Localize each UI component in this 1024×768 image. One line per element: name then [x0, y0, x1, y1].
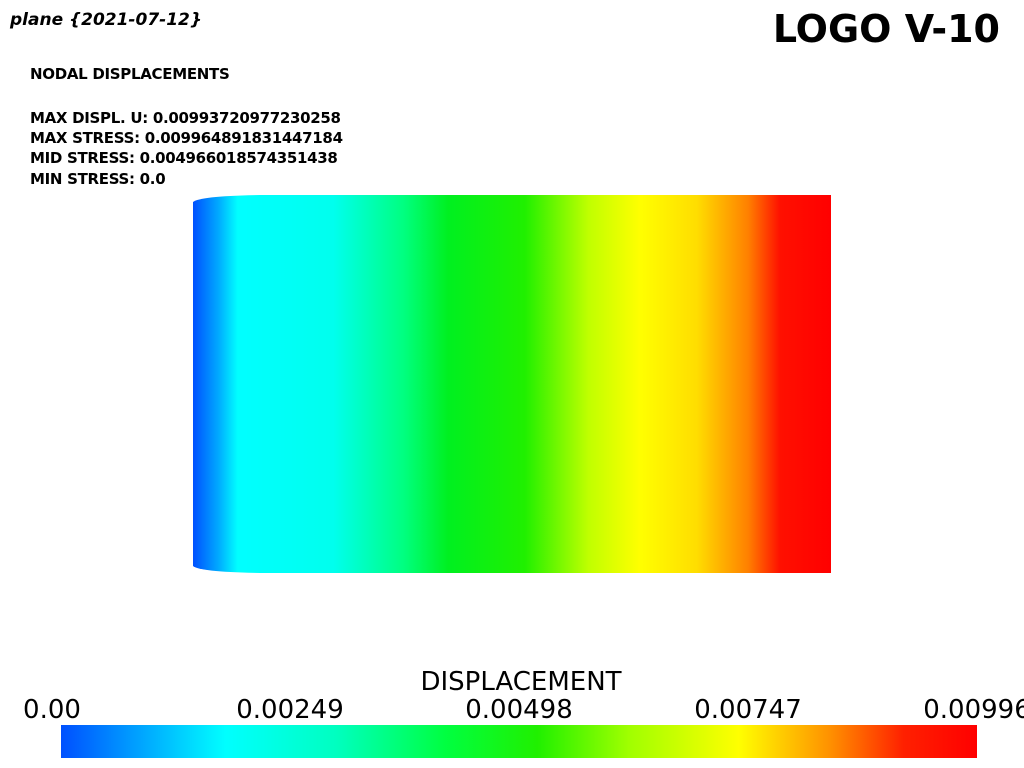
info-line: MAX DISPL. U: 0.00993720977230258	[30, 109, 341, 127]
colorbar-title: DISPLACEMENT	[420, 667, 621, 697]
colorbar	[61, 725, 977, 758]
colorbar-tick-label: 0.00	[23, 695, 81, 725]
info-line: MAX STRESS: 0.009964891831447184	[30, 129, 343, 147]
info-title: NODAL DISPLACEMENTS	[30, 65, 229, 83]
file-label: plane {2021-07-12}	[9, 10, 202, 30]
colorbar-tick-label: 0.00249	[236, 695, 344, 725]
logo: LOGO V-10	[773, 7, 1000, 51]
deformed-plate	[193, 195, 831, 573]
colorbar-tick-label: 0.00747	[694, 695, 802, 725]
colorbar-tick-label: 0.00498	[465, 695, 573, 725]
info-line: MID STRESS: 0.004966018574351438	[30, 149, 338, 167]
info-line: MIN STRESS: 0.0	[30, 170, 165, 188]
colorbar-tick-label: 0.00996	[923, 695, 1024, 725]
